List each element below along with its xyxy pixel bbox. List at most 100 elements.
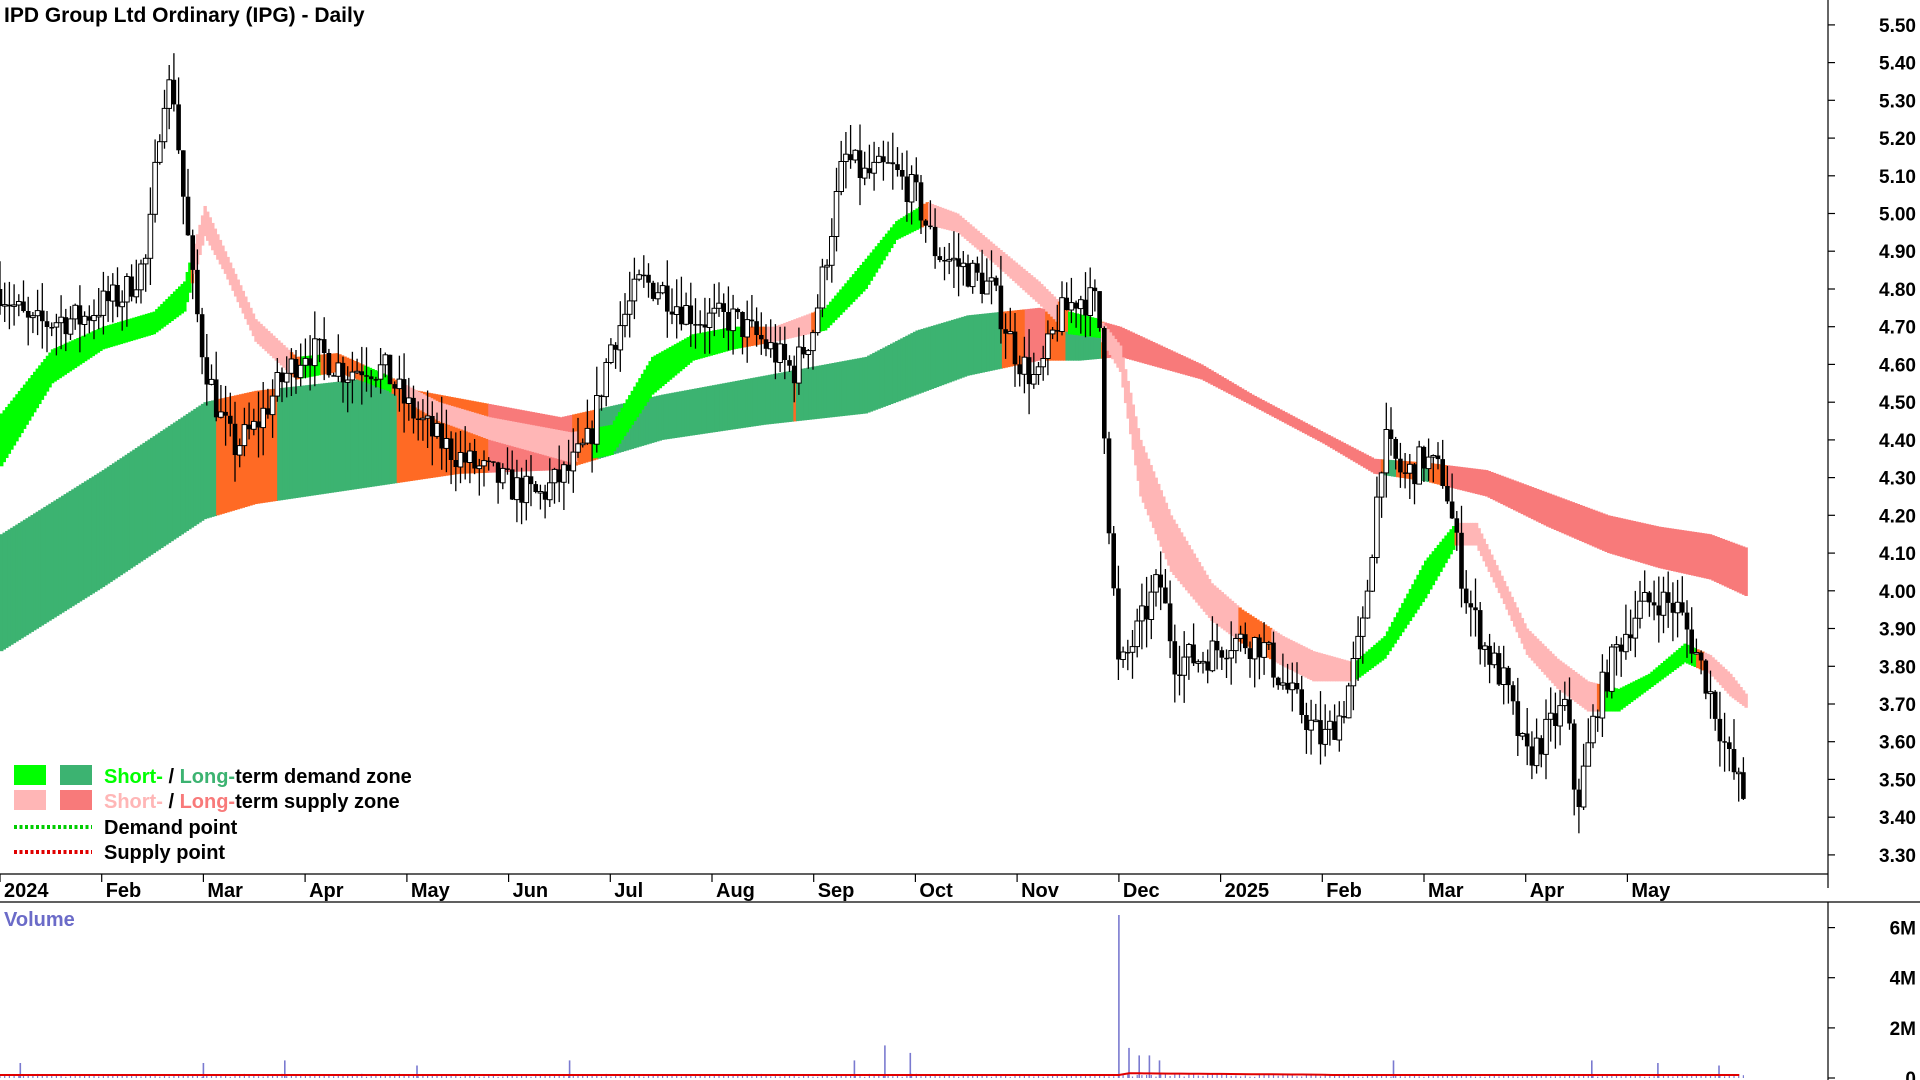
long-zone-slice [1637,522,1642,563]
long-zone-slice [1731,542,1736,591]
long-zone-slice [1057,311,1062,361]
long-zone-slice [1607,515,1611,554]
long-zone-slice [923,328,927,392]
long-zone-slice [111,463,116,581]
short-zone-slice [1668,656,1672,674]
long-zone-slice [1263,401,1268,413]
long-zone-slice [292,386,296,499]
short-zone-slice [844,283,848,310]
long-zone-slice [1741,546,1746,595]
long-zone-slice [1444,465,1448,487]
short-zone-slice [1632,681,1636,701]
short-zone-slice [1497,570,1502,594]
long-zone-slice [930,325,935,389]
short-zone-slice [623,403,627,437]
candle-body-down [1496,653,1502,685]
short-zone-slice [1370,647,1375,669]
candle-body-down [528,476,534,485]
candle-body-down [937,256,943,260]
long-zone-slice [1472,468,1476,494]
long-zone-slice [20,521,24,639]
short-zone-slice [897,219,902,239]
long-zone-slice [1228,381,1232,395]
long-zone-slice [872,352,876,411]
long-zone-slice [45,505,50,623]
long-zone-slice [1492,472,1497,501]
candle-body-up [810,332,816,352]
candle-body-up [1632,617,1639,639]
short-zone-slice [1167,509,1171,566]
short-zone-slice [826,304,830,328]
long-zone-slice [208,401,212,518]
long-zone-slice [1157,344,1161,368]
long-zone-slice [699,387,703,435]
short-zone-slice [106,325,111,348]
candle-body-up [603,362,610,398]
candle-body-up [1261,642,1267,658]
candle-body-down [1003,329,1008,334]
candle-body-up [1087,287,1094,317]
long-zone-slice [1024,309,1029,364]
long-zone-slice [1251,394,1255,406]
long-zone-slice [343,380,347,491]
long-zone-slice [966,315,970,376]
long-zone-slice [1223,378,1227,392]
price-tick-label: 4.70 [1879,318,1916,339]
long-zone-slice [12,526,17,644]
short-zone-slice [279,342,284,366]
long-zone-slice [1619,518,1624,557]
long-zone-slice [106,466,111,584]
long-zone-slice [1739,545,1743,594]
long-zone-slice [22,519,27,637]
short-zone-slice [114,322,118,346]
candle-body-down [340,362,346,383]
candle-body-up [1049,329,1056,335]
short-zone-slice [1474,522,1479,546]
short-zone-slice [144,313,149,337]
short-zone-slice [1309,649,1314,681]
short-zone-slice [1095,318,1100,338]
long-zone-slice [676,391,680,438]
long-zone-slice [869,354,874,412]
long-zone-slice [1457,466,1461,490]
long-zone-slice [1268,404,1273,416]
short-zone-slice [1713,659,1718,680]
long-zone-slice [1744,547,1748,596]
long-zone-slice [1172,351,1176,372]
short-zone-slice [564,431,568,462]
long-zone-slice [101,470,106,588]
short-zone-slice [1256,619,1260,653]
candle-body-down [721,303,726,312]
candle-body-up [1345,685,1352,719]
candle-body-down [472,451,477,469]
candle-body-down [176,104,181,151]
candle-body-down [1506,667,1511,686]
long-zone-slice [35,511,40,629]
candle-body-down [204,357,210,385]
long-zone-slice [1304,422,1308,435]
long-zone-slice [1459,466,1464,491]
short-zone-slice [1296,643,1301,674]
long-zone-slice [801,368,805,421]
candle-body-up [960,262,967,268]
candle-body-up [1641,592,1648,602]
long-zone-slice [160,431,164,548]
short-zone-slice [429,398,434,417]
candle-body-up [1059,297,1065,333]
candle-body-down [650,282,656,299]
candle-body-down [1214,641,1220,651]
short-zone-slice [686,337,691,365]
long-zone-slice [1075,314,1080,361]
long-zone-slice [780,372,785,423]
short-zone-slice [162,301,167,327]
volume-average-line [0,1072,1740,1076]
candle-body-up [1336,715,1343,741]
long-zone-slice [811,366,815,420]
short-zone-slice [200,215,205,246]
long-zone-slice [851,359,856,415]
short-zone-slice [1388,626,1392,652]
short-zone-slice [503,420,507,445]
candle-body-up [297,364,304,379]
long-zone-slice [681,390,685,437]
short-zone-slice [119,321,123,345]
